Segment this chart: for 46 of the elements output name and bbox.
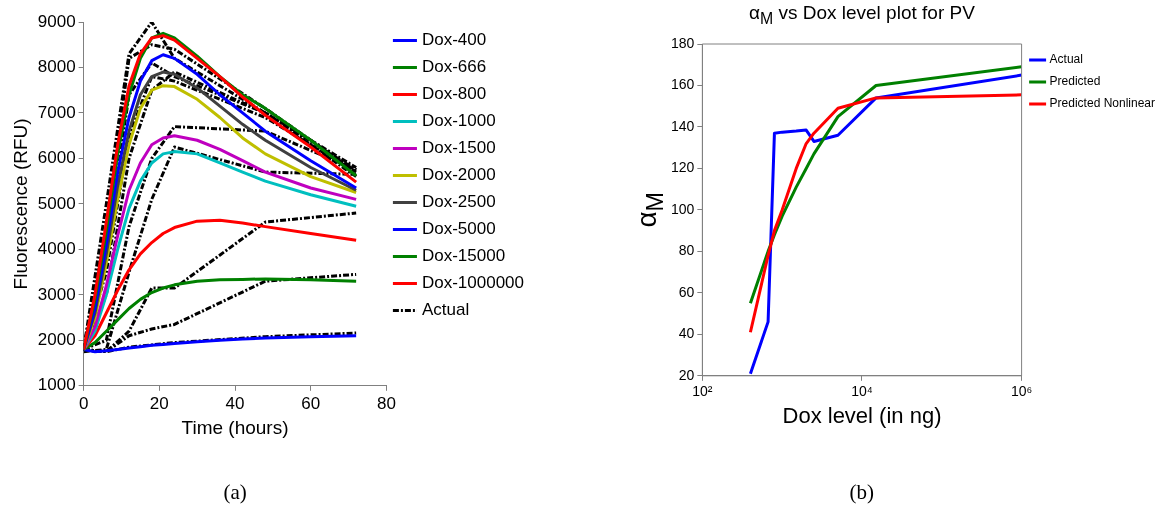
y-tick-label: 80	[678, 242, 695, 259]
legend-label: Dox-5000	[421, 219, 496, 239]
y-tick-label: 8000	[37, 57, 76, 77]
x-tick-label: 0	[78, 393, 89, 413]
y-tick-label: 7000	[37, 102, 76, 122]
x-tick-label: 60	[301, 393, 321, 413]
legend-label: Dox-2500	[421, 192, 496, 212]
text: (a)	[223, 480, 247, 505]
y-tick-label: 1000	[37, 375, 76, 395]
legend-label: Dox-1000	[421, 111, 496, 131]
y-tick-label: 20	[678, 366, 695, 383]
x-tick-label: 10⁶	[1010, 383, 1033, 400]
y-tick-label: 180	[671, 34, 695, 51]
y-tick-label: 140	[671, 117, 695, 134]
x-tick-label: 10⁴	[851, 383, 873, 400]
legend-label: Actual	[421, 300, 470, 320]
x-tick-label: 80	[376, 393, 396, 413]
chart-title: α$_{M}$ vs Dox level plot for PV	[748, 2, 975, 28]
y-tick-label: 6000	[37, 148, 76, 168]
y-tick-label: 4000	[37, 239, 76, 259]
legend-label: Dox-1500	[421, 138, 496, 158]
y-axis-title: Fluorescence (RFU)	[9, 118, 31, 290]
y-tick-label: 120	[671, 159, 695, 176]
y-tick-label: 40	[678, 325, 695, 342]
x-tick-label: 40	[225, 393, 245, 413]
y-tick-label: 100	[671, 200, 695, 217]
x-tick-label: 20	[149, 393, 169, 413]
y-tick-label: 3000	[37, 284, 76, 304]
x-axis-title: Time (hours)	[181, 416, 289, 438]
text: (b)	[849, 480, 874, 505]
legend-label: Predicted	[1049, 74, 1101, 89]
x-tick-label: 10²	[692, 383, 713, 400]
y-tick-label: 60	[678, 283, 695, 300]
y-tick-label: 9000	[37, 11, 76, 31]
legend-label: Dox-2000	[421, 165, 496, 185]
y-tick-label: 5000	[37, 193, 76, 213]
legend-label: Actual	[1049, 52, 1083, 67]
legend-label: Dox-400	[421, 30, 487, 50]
x-axis-title: Dox level (in ng)	[782, 402, 942, 428]
y-tick-label: 160	[671, 76, 695, 93]
legend-label: Predicted Nonlinear	[1049, 96, 1156, 111]
legend-label: Dox-666	[421, 57, 487, 77]
legend-label: Dox-15000	[421, 246, 506, 266]
y-tick-label: 2000	[37, 330, 76, 350]
legend-label: Dox-1000000	[421, 273, 524, 293]
legend-label: Dox-800	[421, 84, 487, 104]
